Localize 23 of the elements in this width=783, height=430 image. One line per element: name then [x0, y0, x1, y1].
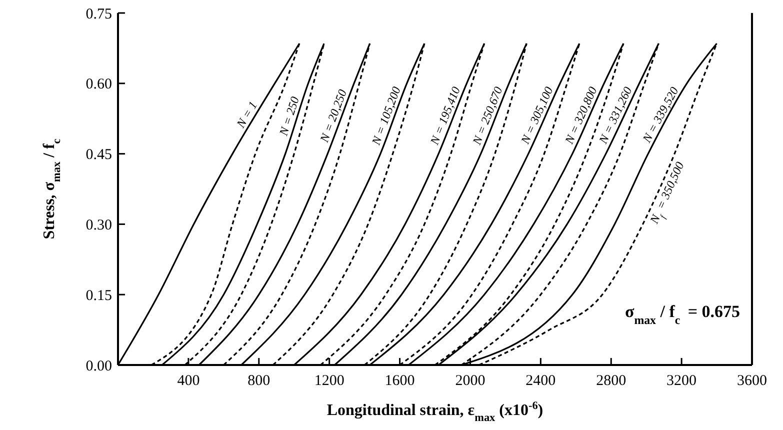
y-tick-label: 0.75 [86, 6, 112, 22]
x-tick-label: 1200 [314, 373, 344, 389]
x-tick-label: 3600 [737, 373, 767, 389]
y-tick-label: 0.60 [86, 76, 112, 93]
x-tick-label: 2400 [526, 373, 556, 389]
x-tick-label: 800 [248, 373, 270, 389]
y-tick-label: 0.15 [86, 288, 112, 304]
x-tick-label: 2800 [596, 373, 626, 389]
y-tick-label: 0.00 [86, 358, 112, 374]
text: N = 250,670 [469, 84, 506, 148]
text: N = 195,410 [426, 84, 464, 148]
x-tick-label: 3200 [666, 373, 697, 389]
annotation: σ$_{max}$ / f$_{c}$ = 0.675 [624, 302, 740, 327]
y-tick-label: 0.45 [86, 147, 112, 164]
x-tick-label: 1600 [384, 373, 415, 389]
text: N = 105,200 [368, 84, 404, 148]
text: N = 1 [232, 98, 260, 131]
x-tick-label: 2000 [455, 373, 486, 389]
text: N = 250 [276, 94, 302, 138]
x-axis-title: Longitudinal strain, ε$_{max}$ (x10$^{-6}$) [326, 400, 544, 424]
y-tick-label: 0.30 [86, 217, 112, 234]
text: N = 20,250 [316, 88, 350, 145]
x-tick-label: 400 [177, 373, 200, 389]
